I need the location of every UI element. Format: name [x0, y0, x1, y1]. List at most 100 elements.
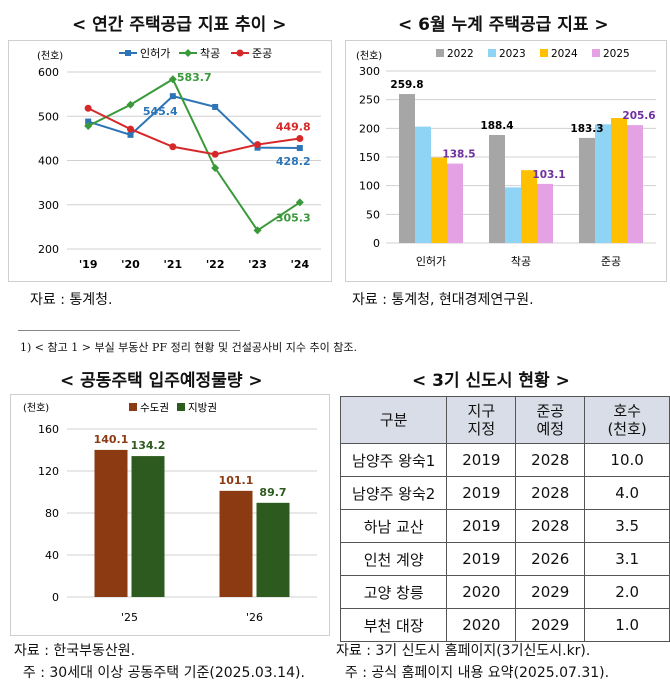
data-point-jungong — [169, 143, 177, 151]
data-label: 140.1 — [94, 433, 129, 446]
table-row: 남양주 왕숙2 2019 2028 4.0 — [339, 476, 670, 510]
data-label: 305.3 — [276, 211, 311, 224]
table-cell: 2028 — [515, 509, 586, 543]
legend-swatch — [129, 403, 137, 411]
chart1-title: < 연간 주택공급 지표 추이 > — [72, 15, 287, 35]
bar-지방권 — [131, 456, 165, 597]
y-tick-label: 300 — [359, 65, 380, 78]
legend-label: 수도권 — [140, 402, 169, 414]
table-row: 남양주 왕숙1 2019 2028 10.0 — [339, 443, 670, 477]
chart2-panel: (천호) 0 50 100 150 200 250 300 인허가 259.8 138.5 착공 188… — [345, 40, 667, 282]
table-header: 구분 — [339, 396, 448, 444]
data-point-inheoga — [127, 131, 134, 138]
x-tick-label: '21 — [163, 258, 182, 271]
table-header-row: 구분 지구 지정 준공 예정 호수 (천호) — [339, 396, 670, 444]
table-cell: 10.0 — [584, 443, 670, 477]
table-header: 호수 (천호) — [584, 396, 670, 444]
table-cell: 1.0 — [584, 608, 670, 642]
bar-2024 — [611, 118, 627, 243]
legend-label: 2024 — [551, 48, 578, 60]
data-label: 259.8 — [390, 79, 423, 91]
table-row: 하남 교산 2019 2028 3.5 — [339, 509, 670, 543]
new-town-table-wrap: 구분 지구 지정 준공 예정 호수 (천호) 남양주 왕숙1 2019 2028… — [339, 396, 670, 642]
data-point-chakgong — [126, 100, 135, 109]
y-unit-label: (천호) — [23, 402, 49, 414]
data-point-jungong — [254, 141, 261, 149]
data-point-jungong — [236, 49, 244, 57]
table-cell: 2029 — [515, 575, 586, 609]
bar-2023 — [415, 126, 431, 243]
data-label: 89.7 — [259, 486, 286, 499]
data-point-jungong — [127, 125, 134, 133]
data-point-chakgong — [84, 121, 93, 130]
new-town-table: 구분 지구 지정 준공 예정 호수 (천호) 남양주 왕숙1 2019 2028… — [339, 396, 670, 642]
legend-label: 2025 — [603, 48, 630, 60]
x-tick-label: '19 — [79, 258, 98, 271]
table-row: 인천 계양 2019 2026 3.1 — [339, 542, 670, 576]
data-point-chakgong — [184, 49, 192, 57]
bar-2025 — [447, 163, 463, 243]
x-tick-label: '20 — [121, 258, 140, 271]
table-title: < 3기 신도시 현황 > — [412, 371, 570, 391]
table-cell: 부천 대장 — [339, 608, 448, 642]
chart1-panel: (천호) 200 300 400 500 600 '19 '20 '21 '22 '23 '24 인허가… — [8, 40, 332, 282]
legend-swatch — [436, 49, 444, 57]
table-cell: 2028 — [515, 476, 586, 510]
bar-수도권 — [94, 449, 128, 597]
table-header: 준공 예정 — [515, 396, 586, 444]
bar-2023 — [595, 124, 611, 243]
table-cell: 3.5 — [584, 509, 670, 543]
bar-2025 — [627, 125, 643, 243]
data-point-chakgong — [168, 75, 177, 84]
legend-swatch — [540, 49, 548, 57]
table-cell: 2019 — [446, 509, 517, 543]
table-cell: 2019 — [446, 542, 517, 576]
legend-label: 준공 — [252, 47, 272, 60]
y-tick-label: 120 — [38, 465, 59, 478]
y-tick-label: 50 — [366, 208, 380, 221]
legend-swatch — [592, 49, 600, 57]
table-cell: 2020 — [446, 608, 517, 642]
table-cell: 남양주 왕숙2 — [339, 476, 448, 510]
chart2-title: < 6월 누계 주택공급 지표 > — [398, 15, 609, 35]
table-cell: 고양 창릉 — [339, 575, 448, 609]
data-label: 205.6 — [622, 110, 655, 122]
bar-2022 — [579, 137, 595, 243]
data-label: 188.4 — [480, 120, 513, 132]
table-header: 지구 지정 — [446, 396, 517, 444]
bar-2022 — [489, 134, 505, 243]
x-tick-label: '24 — [290, 258, 309, 271]
data-point-jungong — [211, 150, 219, 158]
table-cell: 2026 — [515, 542, 586, 576]
y-tick-label: 80 — [45, 507, 59, 520]
series-line-0 — [87, 95, 300, 150]
data-label: 583.7 — [177, 71, 212, 84]
footnote-rule — [18, 330, 240, 331]
y-tick-label: 0 — [373, 237, 380, 250]
y-tick-label: 40 — [45, 549, 59, 562]
legend-label: 지방권 — [188, 402, 217, 414]
chart2-bar-chart: (천호) 0 50 100 150 200 250 300 인허가 259.8 138.5 착공 188… — [356, 48, 656, 268]
data-label: 449.8 — [276, 120, 311, 133]
table-cell: 2019 — [446, 476, 517, 510]
bar-2024 — [431, 157, 447, 243]
bar-지방권 — [256, 502, 290, 597]
x-tick-label: 인허가 — [416, 255, 446, 268]
chart1-line-chart: (천호) 200 300 400 500 600 '19 '20 '21 '22 '23 '24 인허가… — [37, 47, 321, 271]
x-tick-label: 준공 — [601, 255, 621, 268]
chart3-note: 주 : 30세대 이상 공동주택 기준(2025.03.14). — [14, 665, 305, 681]
bar-2024 — [521, 170, 537, 243]
chart1-source: 자료 : 통계청. — [30, 292, 113, 308]
data-point-inheoga — [85, 118, 92, 125]
y-tick-label: 160 — [38, 423, 59, 436]
chart3-title: < 공동주택 입주예정물량 > — [60, 371, 263, 391]
table-cell: 남양주 왕숙1 — [339, 443, 448, 477]
chart3-source: 자료 : 한국부동산원. — [14, 643, 136, 659]
table-row: 부천 대장 2020 2029 1.0 — [339, 608, 670, 642]
y-tick-label: 600 — [38, 66, 59, 79]
y-tick-label: 100 — [359, 180, 380, 193]
data-label: 101.1 — [219, 474, 254, 487]
bar-수도권 — [219, 490, 253, 597]
legend-label: 인허가 — [140, 47, 170, 60]
x-tick-label: 착공 — [511, 255, 531, 268]
